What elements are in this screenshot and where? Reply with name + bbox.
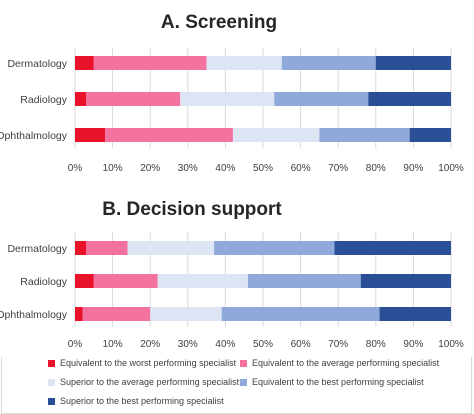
chart-legend: Equivalent to the worst performing speci… — [0, 356, 474, 414]
x-tick-label: 60% — [291, 163, 311, 174]
bar-segment — [75, 241, 87, 255]
x-tick-label: 10% — [103, 163, 123, 174]
legend-swatch — [48, 378, 55, 386]
x-tick-label: 0% — [68, 163, 83, 174]
x-tick-label: 70% — [328, 163, 348, 174]
bar-segment — [86, 92, 181, 106]
bar-segment — [75, 274, 94, 288]
bar-segment — [281, 56, 376, 70]
category-label: Dermatology — [7, 243, 67, 255]
bar-segment — [379, 307, 451, 321]
category-label: Radiology — [20, 276, 67, 288]
x-tick-label: 40% — [215, 339, 235, 350]
chart-decision-support: B. Decision support 0% 10% 20% 30% 40% 50% 60%… — [0, 199, 464, 350]
x-tick-label: 90% — [403, 339, 423, 350]
legend-label: Equivalent to the average performing spe… — [252, 358, 440, 368]
bar-segment — [232, 128, 320, 142]
legend-swatch — [48, 359, 55, 367]
chart-title: A. Screening — [161, 12, 277, 33]
category-label: Ophthalmology — [0, 130, 68, 142]
bar-segment — [360, 274, 451, 288]
bar-segment — [319, 128, 410, 142]
x-tick-label: 60% — [291, 339, 311, 350]
x-tick-label: 30% — [178, 339, 198, 350]
x-tick-label: 50% — [253, 163, 273, 174]
bar-segment — [409, 128, 451, 142]
bar-segment — [375, 56, 451, 70]
legend-swatch — [240, 378, 247, 386]
category-label: Radiology — [20, 94, 67, 106]
x-tick-label: 10% — [103, 339, 123, 350]
bar-segment — [93, 274, 158, 288]
panel-decision-support: B. Decision support 0% 10% 20% 30% 40% 50% 60%… — [0, 187, 474, 357]
bar-segment — [75, 92, 87, 106]
category-label: Dermatology — [7, 58, 67, 70]
x-tick-label: 20% — [140, 339, 160, 350]
chart-title: B. Decision support — [102, 199, 282, 220]
bar-segment — [127, 241, 215, 255]
bar-segment — [368, 92, 451, 106]
legend-swatch — [48, 397, 55, 405]
x-tick-label: 50% — [253, 339, 273, 350]
bar-segment — [180, 92, 275, 106]
bar-segment — [214, 241, 335, 255]
bar-segment — [93, 56, 207, 70]
chart-screening: A. Screening 0% 10% 20% 30% 40% 50% 60% 70% 80% 9… — [0, 12, 464, 174]
bar-segment — [75, 307, 83, 321]
x-tick-label: 80% — [366, 339, 386, 350]
bar-segment — [86, 241, 128, 255]
x-tick-label: 90% — [403, 163, 423, 174]
bar-segment — [247, 274, 361, 288]
legend-label: Superior to the best performing speciali… — [60, 396, 224, 406]
legend-label: Superior to the average performing speci… — [60, 377, 240, 387]
bar-segment — [75, 56, 94, 70]
bar-segment — [75, 128, 106, 142]
bar-segment — [274, 92, 369, 106]
legend-swatch — [240, 359, 247, 367]
bar-segment — [206, 56, 282, 70]
x-tick-label: 100% — [438, 163, 464, 174]
x-tick-label: 0% — [68, 339, 83, 350]
legend-label: Equivalent to the best performing specia… — [252, 377, 424, 387]
x-tick-label: 80% — [366, 163, 386, 174]
x-tick-label: 40% — [215, 163, 235, 174]
bar-segment — [157, 274, 248, 288]
x-tick-label: 70% — [328, 339, 348, 350]
legend-item: Superior to the average performing speci… — [48, 377, 239, 387]
bar-segment — [221, 307, 380, 321]
x-tick-label: 20% — [140, 163, 160, 174]
panel-screening: A. Screening 0% 10% 20% 30% 40% 50% 60% 70% 80% 9… — [0, 0, 474, 184]
legend-item: Equivalent to the average performing spe… — [240, 358, 439, 368]
bar-segment — [334, 241, 451, 255]
category-label: Ophthalmology — [0, 309, 68, 321]
bar-segment — [105, 128, 233, 142]
x-tick-label: 30% — [178, 163, 198, 174]
x-tick-label: 100% — [438, 339, 464, 350]
bar-segment — [82, 307, 151, 321]
bar-segment — [150, 307, 222, 321]
legend-item: Superior to the best performing speciali… — [48, 396, 224, 406]
legend-label: Equivalent to the worst performing speci… — [60, 358, 237, 368]
legend-item: Equivalent to the worst performing speci… — [48, 358, 236, 368]
legend-item: Equivalent to the best performing specia… — [240, 377, 424, 387]
